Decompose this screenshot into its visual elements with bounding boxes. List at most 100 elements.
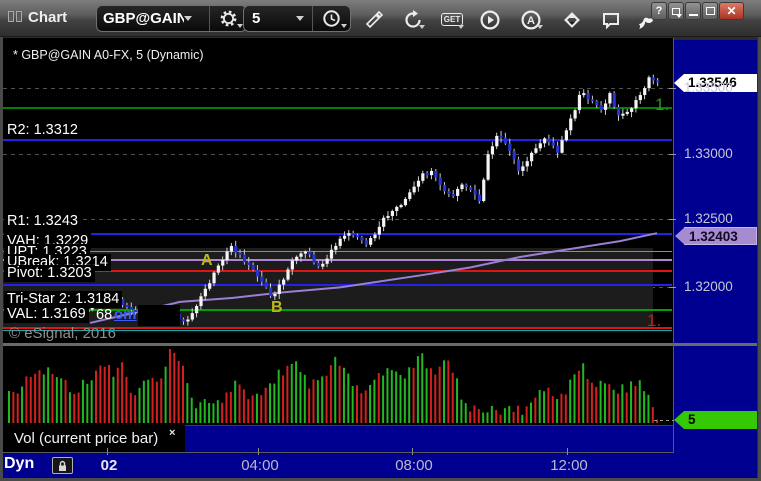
help-button[interactable]: ?	[651, 2, 667, 20]
refresh-icon	[405, 9, 421, 28]
chevron-down-icon	[237, 24, 243, 28]
lock-icon	[59, 460, 66, 471]
alerts-button[interactable]: A	[516, 7, 546, 32]
pane-bottom-border	[3, 452, 674, 453]
svg-text:A: A	[527, 15, 535, 27]
time-tick-mark	[258, 448, 259, 455]
time-template-lock-button[interactable]	[52, 457, 73, 474]
replay-button[interactable]	[475, 7, 505, 32]
clock-icon	[323, 10, 340, 27]
chevron-down-icon	[341, 24, 347, 28]
axis-tick-mark	[669, 154, 676, 155]
time-axis[interactable]	[3, 453, 757, 478]
chevron-down-icon	[419, 25, 425, 29]
level-line	[3, 233, 672, 235]
volume-axis-dash	[654, 420, 674, 421]
price-axis[interactable]	[674, 40, 757, 453]
trendline-number-red: 1.	[647, 311, 662, 330]
time-tick-mark	[567, 448, 568, 455]
flip-chart-button[interactable]	[557, 7, 587, 32]
trendline-number-green: 1.	[655, 95, 670, 114]
watermark-link-fragment[interactable]: om	[114, 306, 137, 323]
window-border-bottom	[0, 478, 761, 481]
volume-chart-canvas[interactable]	[3, 347, 674, 425]
level-line	[3, 259, 672, 261]
time-tick-label: 08:00	[395, 457, 433, 474]
wave-marker-b: B	[271, 299, 283, 316]
level-label: Tri-Star 2: 1.3184	[4, 291, 123, 308]
level-line	[3, 327, 672, 329]
draw-tool-button[interactable]	[358, 7, 388, 32]
axis-tick-mark	[669, 287, 676, 288]
close-icon[interactable]: ×	[169, 427, 176, 439]
get-icon: GET	[440, 13, 464, 26]
level-label: Pivot: 1.3203	[4, 265, 95, 282]
symbol-settings-button[interactable]	[209, 6, 246, 31]
level-line	[3, 251, 672, 252]
minimize-icon	[688, 14, 698, 16]
level-line	[3, 309, 672, 311]
level-label: R2: 1.3312	[4, 122, 81, 139]
level-line	[3, 270, 672, 272]
ma-value-tag: 1.32403	[675, 227, 757, 245]
restore-icon	[672, 7, 682, 18]
label-backing-box	[138, 305, 180, 326]
price-tick-label: 1.33000	[684, 146, 733, 161]
level-label: VAL: 1.3169	[4, 306, 89, 323]
title-bar[interactable]: Chart GBP@GAIN 5	[0, 0, 761, 37]
maximize-button[interactable]	[702, 2, 718, 20]
comment-button[interactable]	[596, 7, 626, 32]
last-price-tag: 1.33546	[674, 74, 757, 92]
bird-icon	[639, 17, 654, 29]
time-tick-label: 02	[100, 457, 118, 474]
pane-divider[interactable]	[3, 343, 757, 346]
price-tick-label: 1.32500	[684, 211, 733, 226]
volume-study-label: Vol (current price bar)	[14, 430, 159, 447]
level-label: R1: 1.3243	[4, 213, 81, 230]
reload-button[interactable]	[398, 7, 428, 32]
price-tick-label: 1.32000	[684, 279, 733, 294]
window-icon	[8, 11, 22, 22]
level-line	[3, 107, 672, 109]
interval-combo-value: 5	[252, 10, 261, 27]
time-tick-label: 12:00	[550, 457, 588, 474]
close-icon: ✕	[726, 4, 737, 18]
time-tick-mark	[412, 448, 413, 455]
level-line	[3, 330, 672, 331]
flip-icon	[564, 11, 580, 28]
interval-combo[interactable]: 5	[244, 6, 312, 31]
axis-tick-mark	[669, 219, 676, 220]
wave-marker-a: A	[201, 252, 213, 269]
symbol-combo-value: GBP@GAIN	[103, 10, 184, 27]
dynamic-mode-label[interactable]: Dyn	[4, 455, 35, 472]
volume-value-tag: 5	[674, 411, 757, 429]
gear-icon	[220, 10, 236, 27]
esignal-watermark: © eSignal, 2016	[9, 325, 116, 342]
window-title: Chart	[28, 9, 68, 26]
pencil-icon	[365, 10, 383, 28]
maximize-icon	[705, 7, 715, 15]
auto-circle-icon: A	[521, 10, 541, 29]
share-button[interactable]	[632, 11, 662, 36]
time-template-button[interactable]	[312, 6, 350, 31]
restore-button[interactable]	[668, 2, 684, 20]
minimize-button[interactable]	[685, 2, 701, 20]
volume-study-label-box: Vol (current price bar) ×	[8, 426, 183, 452]
price-chart-canvas[interactable]	[3, 38, 674, 343]
get-data-button[interactable]: GET	[437, 7, 467, 32]
price-gridline	[3, 88, 673, 89]
axis-gap-strip	[185, 425, 674, 453]
symbol-combo[interactable]: GBP@GAIN	[97, 6, 209, 31]
time-tick-label: 04:00	[241, 457, 279, 474]
chevron-down-icon	[458, 25, 464, 29]
comment-icon	[603, 12, 619, 29]
chevron-down-icon	[296, 16, 304, 21]
pane-title: * GBP@GAIN A0-FX, 5 (Dynamic)	[13, 48, 204, 62]
chevron-down-icon	[184, 16, 192, 21]
axis-tick-mark	[669, 88, 676, 89]
window-border-left	[0, 37, 3, 481]
window-border-right	[758, 37, 761, 481]
level-line	[3, 139, 672, 141]
play-icon	[480, 10, 500, 29]
close-button[interactable]: ✕	[719, 2, 744, 20]
